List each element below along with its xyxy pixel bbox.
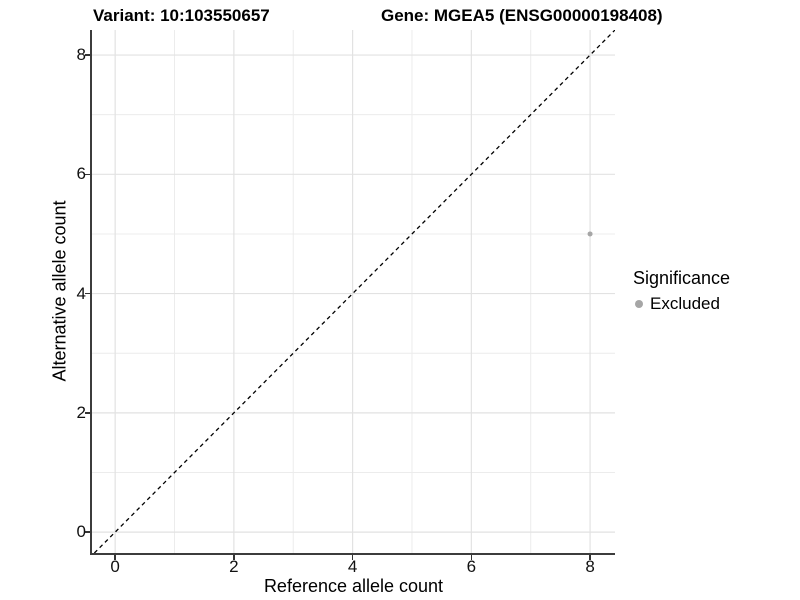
legend: Significance Excluded (631, 268, 730, 315)
x-axis-line (90, 553, 615, 555)
y-tick-label: 0 (76, 522, 86, 542)
x-tick-label: 6 (466, 557, 477, 576)
x-tick-label: 4 (347, 557, 358, 576)
y-tick-mark (85, 173, 90, 176)
plot-title-variant: Variant: 10:103550657 (93, 6, 270, 25)
legend-title: Significance (633, 268, 731, 288)
y-tick-label: 2 (76, 402, 86, 422)
legend-entry-label: Excluded (650, 294, 720, 313)
y-tick-mark (85, 412, 90, 414)
y-axis-line (90, 30, 92, 555)
y-tick-label: 4 (76, 283, 86, 303)
x-tick-mark (470, 555, 473, 560)
plot-title-gene: Gene: MGEA5 (ENSG00000198408) (381, 6, 663, 25)
x-tick-label: 0 (110, 557, 120, 576)
x-axis-title: Reference allele count (263, 576, 444, 596)
y-tick-mark (85, 531, 90, 533)
x-tick-label: 8 (585, 557, 595, 576)
y-tick-mark (85, 292, 90, 295)
y-tick-label: 8 (76, 45, 86, 65)
plot-panel (92, 30, 615, 553)
x-tick-label: 2 (229, 557, 239, 576)
legend-point-icon (635, 300, 643, 308)
x-tick-mark (233, 555, 235, 560)
y-axis-title: Alternative allele count (49, 200, 70, 382)
identity-dashed-line (93, 30, 615, 553)
x-tick-mark (114, 555, 116, 560)
y-tick-mark (85, 54, 90, 56)
y-tick-label: 6 (76, 164, 86, 184)
plot-area-svg (92, 30, 615, 553)
x-tick-mark (351, 555, 354, 560)
legend-entry-excluded: Excluded (631, 293, 730, 315)
data-point (587, 231, 593, 237)
x-tick-mark (589, 555, 591, 560)
